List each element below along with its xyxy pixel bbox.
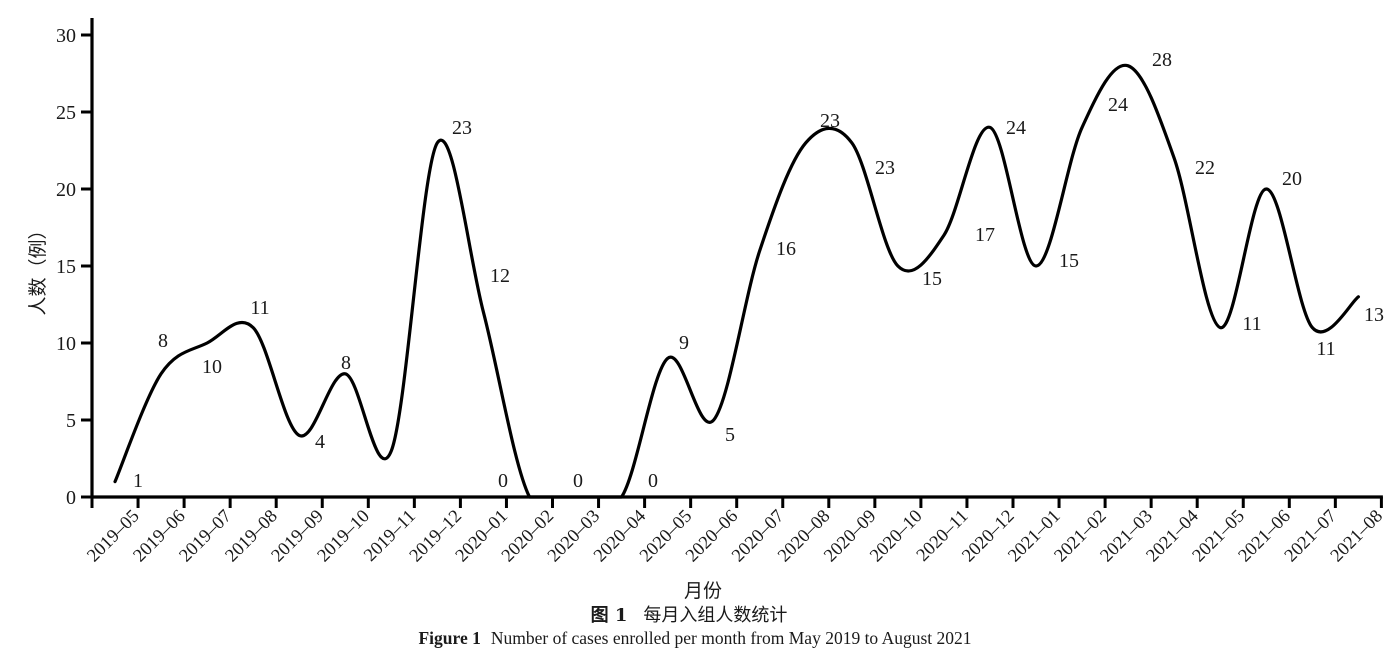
data-label: 13	[1364, 304, 1384, 326]
data-label: 24	[1006, 117, 1026, 139]
x-axis: 2019–052019–062019–072019–082019–092019–…	[84, 495, 1387, 566]
y-tick-label: 10	[56, 333, 76, 355]
data-label: 12	[490, 265, 510, 287]
data-label: 17	[975, 224, 995, 246]
data-label: 0	[648, 470, 658, 492]
y-axis: 0 5 10 15 20 25 30	[56, 18, 94, 509]
x-tick-label: 2021–08	[1327, 506, 1387, 566]
figure-number-cn: 图 1	[590, 605, 628, 626]
data-label: 11	[1242, 313, 1261, 335]
y-tick-label: 0	[66, 487, 76, 509]
data-label: 22	[1195, 157, 1215, 179]
y-axis-title: 人数（例）	[27, 220, 49, 315]
data-label: 8	[158, 330, 168, 352]
data-label: 10	[202, 356, 222, 378]
y-tick-label: 20	[56, 179, 76, 201]
figure-title-en: Number of cases enrolled per month from …	[490, 628, 972, 648]
data-label: 23	[875, 157, 895, 179]
data-label: 24	[1108, 94, 1128, 116]
x-axis-title: 月份	[683, 580, 722, 602]
data-label: 16	[776, 238, 796, 260]
data-label: 11	[250, 297, 269, 319]
data-label: 11	[1316, 338, 1335, 360]
y-tick-label: 30	[56, 25, 76, 47]
data-label: 15	[1059, 250, 1079, 272]
data-label: 0	[573, 470, 583, 492]
data-label: 28	[1152, 49, 1172, 71]
data-label: 0	[498, 470, 508, 492]
y-tick-label: 25	[56, 102, 76, 124]
data-label: 8	[341, 352, 351, 374]
figure-title-cn: 每月入组人数统计	[643, 605, 788, 626]
enrollment-line	[113, 63, 1360, 499]
data-label: 9	[679, 332, 689, 354]
data-label: 5	[725, 424, 735, 446]
figure-caption-cn: 图 1 每月入组人数统计	[0, 601, 1388, 627]
data-label: 4	[315, 431, 325, 453]
y-tick-label: 15	[56, 256, 76, 278]
data-label: 15	[922, 268, 942, 290]
y-tick-label: 5	[66, 410, 76, 432]
data-label: 23	[820, 110, 840, 132]
data-label: 23	[452, 117, 472, 139]
figure-number-en: Figure 1	[418, 628, 481, 648]
data-label: 20	[1282, 168, 1302, 190]
data-labels: 1 8 10 11 4 8 23 12 0 0 0 9 5 16 23 23 15 17 24 15 24 28 22 11 2…	[133, 49, 1384, 492]
data-label: 1	[133, 470, 143, 492]
figure-caption-en: Figure 1 Number of cases enrolled per mon…	[0, 628, 1394, 649]
